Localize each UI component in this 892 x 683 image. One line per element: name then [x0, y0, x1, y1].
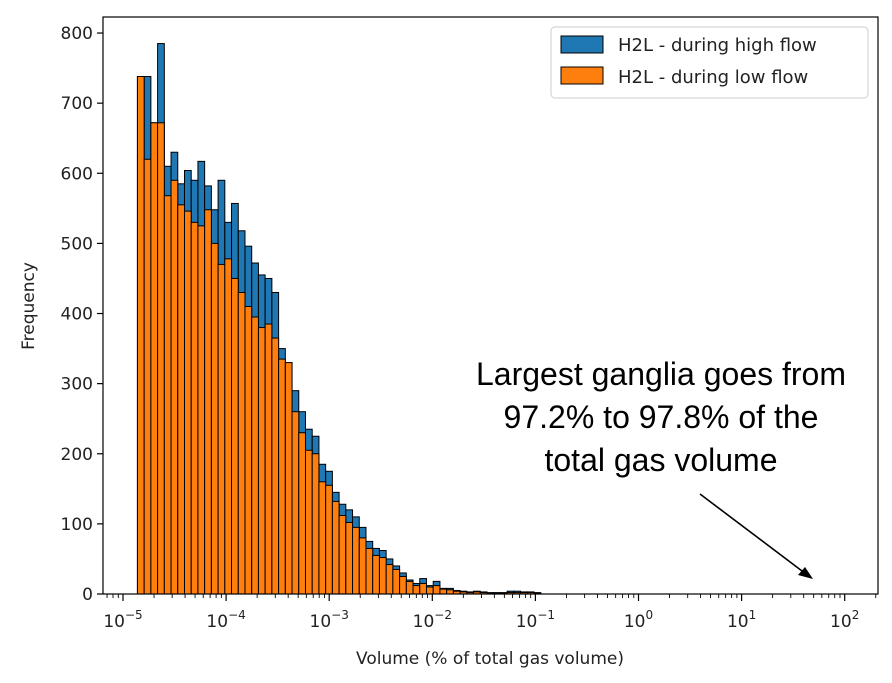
bar-low-flow	[358, 537, 367, 595]
annotation: Largest ganglia goes from 97.2% to 97.8%…	[476, 356, 846, 579]
bar-low-flow	[136, 76, 145, 595]
y-axis-ticks: 0 100 200 300 400 500 600 700 800	[61, 24, 103, 605]
bar-low-flow	[224, 258, 233, 595]
bar-low-flow	[257, 327, 266, 595]
legend-swatch-high-flow	[560, 35, 604, 54]
bar-low-flow	[143, 158, 152, 595]
bar-low-flow	[392, 568, 401, 595]
bar-low-flow	[271, 337, 280, 595]
bar-low-flow	[177, 204, 185, 595]
x-tick-label: 10−4	[206, 608, 245, 632]
bar-low-flow	[264, 323, 273, 595]
x-tick-label: 10−1	[516, 608, 555, 632]
bar-low-flow	[251, 316, 259, 595]
legend-box	[550, 26, 869, 99]
x-axis-title: Volume (% of total gas volume)	[356, 649, 624, 669]
y-tick-label: 700	[61, 94, 93, 114]
bar-low-flow	[385, 564, 394, 595]
legend: H2L - during high flow H2L - during low …	[550, 26, 869, 99]
x-tick-label: 101	[727, 608, 756, 632]
y-tick-label: 300	[61, 375, 93, 395]
x-tick-label: 102	[830, 608, 859, 632]
bar-low-flow	[157, 122, 165, 595]
x-tick-label: 100	[624, 608, 653, 632]
bar-low-flow	[284, 362, 293, 595]
bar-low-flow	[190, 221, 199, 595]
bar-low-flow	[345, 521, 354, 595]
annotation-arrow	[699, 493, 807, 575]
bar-low-flow	[183, 210, 192, 595]
bar-low-flow	[244, 306, 253, 595]
bar-low-flow	[311, 453, 320, 595]
bar-low-flow	[325, 484, 333, 595]
bar-low-flow	[365, 547, 374, 595]
annotation-line-1: Largest ganglia goes from	[476, 356, 846, 392]
bar-low-flow	[217, 263, 226, 595]
bar-low-flow	[439, 588, 448, 595]
bar-low-flow	[432, 585, 441, 595]
plot-frame	[102, 16, 879, 595]
y-tick-label: 100	[61, 515, 93, 535]
y-tick-label: 400	[61, 305, 93, 325]
bar-low-flow	[204, 209, 212, 595]
bar-low-flow	[278, 358, 286, 595]
bar-low-flow	[331, 500, 340, 595]
bar-low-flow	[425, 586, 434, 595]
bar-low-flow	[304, 449, 313, 595]
bar-low-flow	[338, 514, 347, 595]
annotation-arrow-head	[798, 567, 813, 579]
bar-low-flow	[412, 585, 421, 595]
y-tick-label: 800	[61, 24, 93, 44]
x-axis-ticks: 10−5 10−4 10−3 10−2 10−1 100 101 102	[103, 594, 877, 632]
bar-low-flow	[405, 580, 414, 595]
bar-low-flow	[378, 557, 387, 595]
annotation-line-2: 97.2% to 97.8% of the	[504, 399, 819, 435]
bar-low-flow	[419, 582, 427, 595]
bar-low-flow	[372, 554, 380, 595]
bar-low-flow	[170, 179, 179, 595]
bar-low-flow	[399, 575, 407, 595]
annotation-line-3: total gas volume	[544, 442, 777, 478]
x-tick-label: 10−5	[103, 608, 142, 632]
bar-low-flow	[163, 195, 172, 595]
bar-low-flow	[237, 291, 246, 595]
bar-low-flow	[231, 277, 239, 595]
legend-label-high-flow: H2L - during high flow	[618, 35, 817, 56]
bar-low-flow	[298, 432, 306, 595]
y-tick-label: 600	[61, 164, 93, 184]
bar-low-flow	[291, 411, 300, 595]
bar-low-flow	[210, 242, 219, 595]
bar-low-flow	[446, 589, 454, 595]
y-axis-title: Frequency	[19, 262, 39, 350]
y-tick-label: 500	[61, 234, 93, 254]
y-tick-label: 200	[61, 445, 93, 465]
legend-swatch-low-flow	[560, 66, 604, 85]
x-tick-label: 10−2	[413, 608, 452, 632]
y-tick-label: 0	[82, 585, 93, 605]
x-tick-label: 10−3	[310, 608, 349, 632]
legend-label-low-flow: H2L - during low flow	[618, 67, 808, 88]
bar-low-flow	[318, 481, 327, 595]
bar-low-flow	[150, 122, 159, 595]
bar-low-flow	[352, 526, 360, 595]
bar-low-flow	[197, 225, 206, 595]
